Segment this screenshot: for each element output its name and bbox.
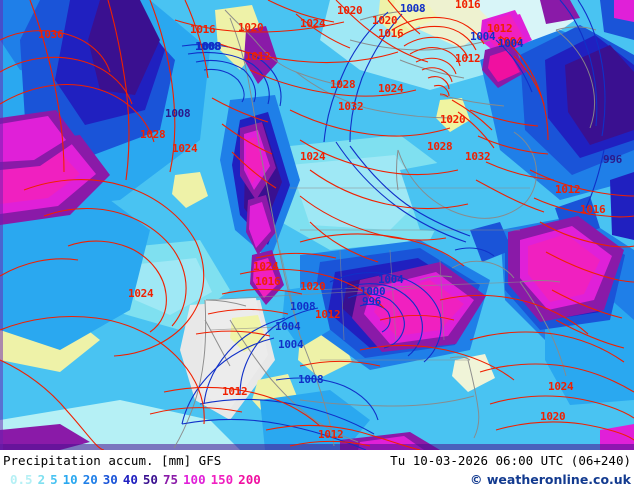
isobar-label: 1016 bbox=[455, 0, 481, 11]
isobar-label: 1028 bbox=[140, 128, 165, 141]
isobar-label: 1004 bbox=[470, 30, 496, 43]
legend-stop: 40 bbox=[122, 472, 138, 487]
isobar-label: 1020 bbox=[372, 14, 397, 27]
isobars-high bbox=[0, 0, 634, 450]
isobar-label: 1012 bbox=[222, 385, 247, 398]
isobar-label: 1016 bbox=[378, 27, 404, 40]
isobar-label: 1004 bbox=[378, 273, 404, 286]
map-canvas[interactable]: 1036 1016 1020 1024 1020 1008 1016 1004 1020 1016… bbox=[0, 0, 634, 450]
isobar-label: 1024 bbox=[253, 260, 279, 273]
legend-stop: 200 bbox=[238, 472, 261, 487]
isobar-label: 1024 bbox=[172, 142, 198, 155]
legend-stop: 2 bbox=[37, 472, 46, 487]
isobar-label: 1004 bbox=[497, 35, 523, 48]
copyright-notice: © weatheronline.co.uk bbox=[470, 472, 631, 487]
isobar-label: 1028 bbox=[427, 140, 452, 153]
legend-stop: 50 bbox=[142, 472, 158, 487]
legend-stop: 150 bbox=[210, 472, 234, 487]
chart-title: Precipitation accum. [mm] GFS bbox=[3, 453, 222, 468]
isobar-label: 1008 bbox=[400, 2, 425, 15]
isobar-label: 1012 bbox=[455, 52, 480, 65]
isobar-label: 1016 bbox=[580, 203, 606, 216]
isobar-label: 1020 bbox=[440, 113, 465, 126]
isobar-label: 1032 bbox=[465, 150, 490, 163]
isobar-label: 1032 bbox=[338, 100, 363, 113]
valid-datetime: Tu 10-03-2026 06:00 UTC (06+240) bbox=[390, 453, 631, 468]
isobar-label: 1008 bbox=[165, 107, 190, 120]
map-bottom-edge bbox=[0, 444, 634, 450]
legend-stop: 75 bbox=[162, 472, 179, 487]
legend-stop: 30 bbox=[102, 472, 118, 487]
isobar-label: 1020 bbox=[300, 280, 325, 293]
isobar-label: 1000 bbox=[360, 285, 385, 298]
isobar-label: 1008 bbox=[290, 300, 315, 313]
footer-bar: Precipitation accum. [mm] GFS Tu 10-03-2… bbox=[0, 450, 634, 490]
legend-stop: 5 bbox=[50, 472, 58, 487]
legend-stop: 10 bbox=[62, 472, 78, 487]
legend-stop: 100 bbox=[183, 472, 206, 487]
isobar-label: 1024 bbox=[548, 380, 574, 393]
isobar-label: 1012 bbox=[487, 22, 512, 35]
isobar-label: 1016 bbox=[190, 23, 216, 36]
isobar-label: 1012 bbox=[245, 50, 270, 63]
isobar-label: 1020 bbox=[238, 21, 263, 34]
isobar-label: 1024 bbox=[300, 150, 326, 163]
isobar-label: 1012 bbox=[318, 428, 343, 441]
map-left-edge bbox=[0, 0, 3, 450]
isobar-label: 996 bbox=[603, 153, 623, 166]
isobar-label: 1024 bbox=[378, 82, 404, 95]
isobar-label: 1004 bbox=[275, 320, 301, 333]
isobar-label: 1008 bbox=[195, 40, 220, 53]
isobars-low bbox=[181, 0, 606, 450]
legend-stop: 20 bbox=[82, 472, 98, 487]
isobar-label: 1020 bbox=[540, 410, 565, 423]
isobar-label: 1008 bbox=[298, 373, 323, 386]
isobar-label: 1004 bbox=[498, 37, 524, 50]
coastlines bbox=[173, 9, 597, 449]
isobar-label: 1020 bbox=[337, 4, 362, 17]
color-scale-legend: 0.5 2 5 10 20 30 40 50 75 100 150 200 bbox=[10, 472, 266, 487]
isobar-label: 1004 bbox=[278, 338, 304, 351]
isobar-label: 1028 bbox=[330, 78, 355, 91]
isobar-label: 996 bbox=[362, 295, 382, 308]
isobar-label: 1012 bbox=[315, 308, 340, 321]
isobar-label: 1012 bbox=[555, 183, 580, 196]
isobar-label: 1016 bbox=[255, 275, 281, 288]
isobar-label: 1024 bbox=[300, 17, 326, 30]
isobar-label: 1024 bbox=[128, 287, 154, 300]
legend-stop: 0.5 bbox=[10, 472, 33, 487]
isobar-label: 1008 bbox=[196, 40, 221, 53]
isobar-label: 1036 bbox=[38, 28, 64, 41]
